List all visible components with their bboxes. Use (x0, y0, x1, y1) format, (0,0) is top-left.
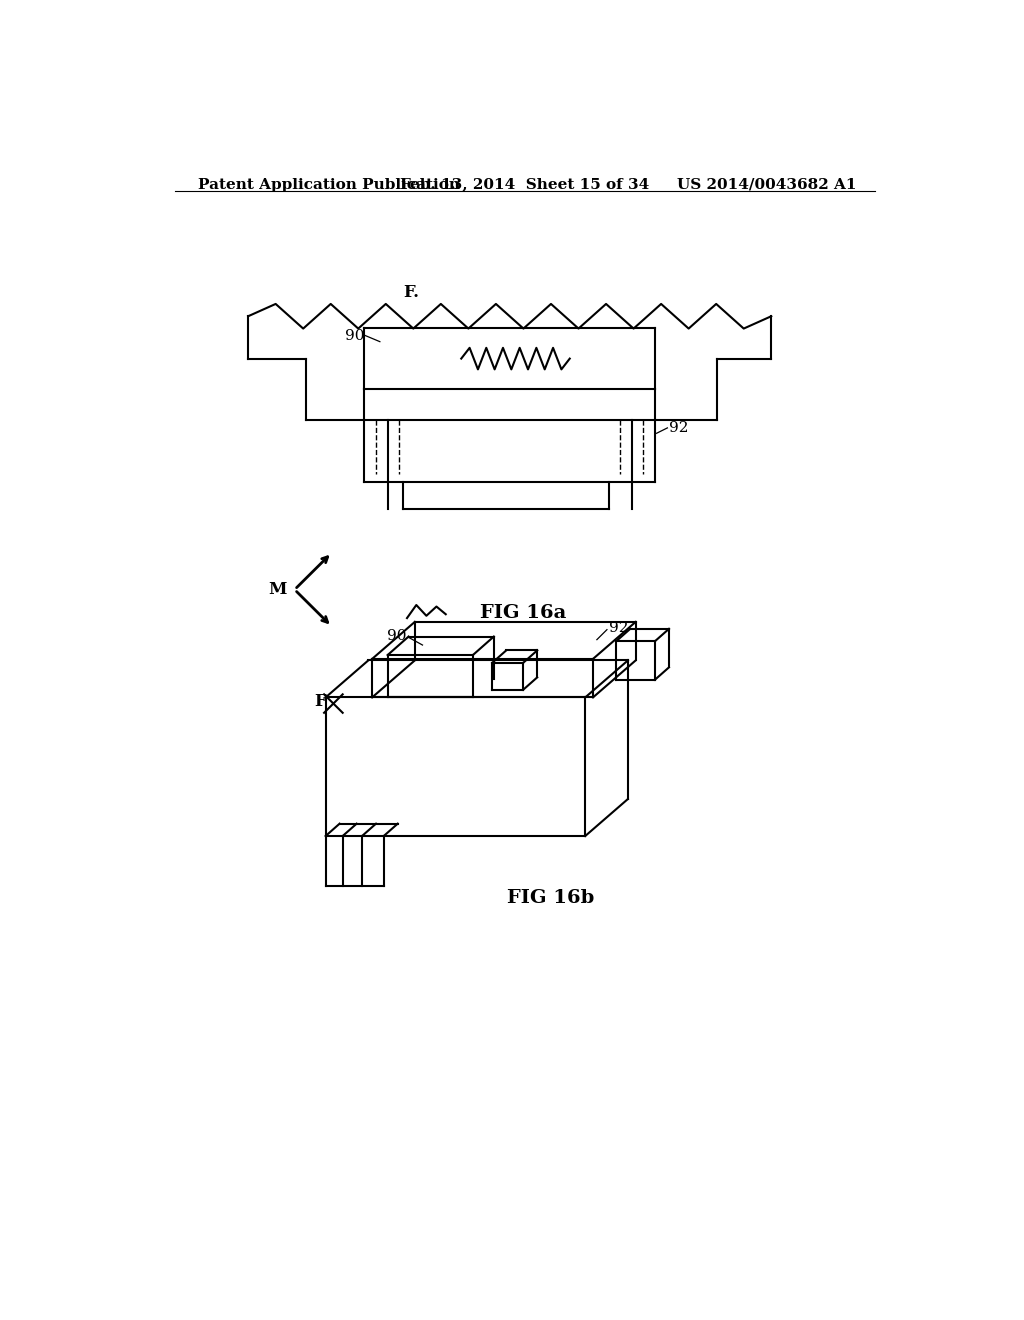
Text: 92: 92 (608, 622, 628, 635)
Text: US 2014/0043682 A1: US 2014/0043682 A1 (677, 178, 856, 191)
Text: F.: F. (403, 284, 419, 301)
Text: 90: 90 (345, 329, 365, 342)
Text: FIG 16a: FIG 16a (480, 603, 566, 622)
Text: Feb. 13, 2014  Sheet 15 of 34: Feb. 13, 2014 Sheet 15 of 34 (400, 178, 649, 191)
Text: FIG 16b: FIG 16b (507, 888, 594, 907)
Text: 92: 92 (669, 421, 688, 434)
Text: 90: 90 (387, 628, 407, 643)
Text: Patent Application Publication: Patent Application Publication (198, 178, 460, 191)
Text: M: M (268, 581, 287, 598)
Text: F: F (314, 693, 326, 710)
